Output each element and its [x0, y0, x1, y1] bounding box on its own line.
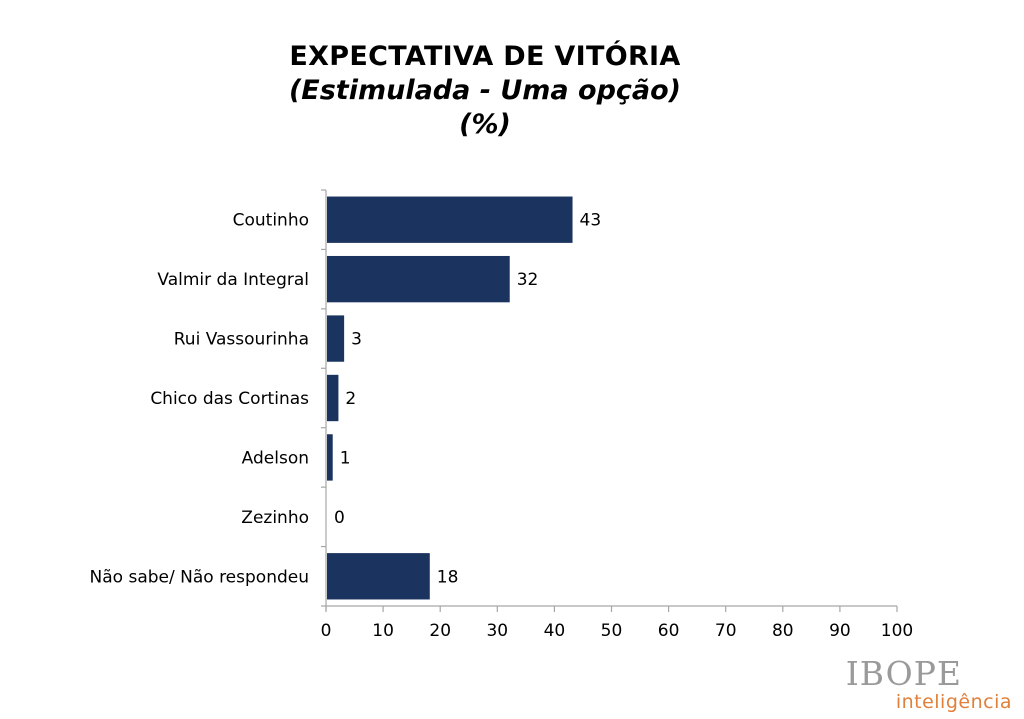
- chart-title: EXPECTATIVA DE VITÓRIA: [289, 41, 681, 72]
- category-label: Coutinho: [233, 211, 309, 231]
- bar: [327, 374, 339, 422]
- bar: [327, 196, 573, 243]
- category-label: Não sabe/ Não respondeu: [90, 567, 309, 587]
- bar: [327, 255, 510, 303]
- chart-subtitle-2: (%): [459, 109, 511, 140]
- data-label: 43: [580, 211, 602, 231]
- category-label: Chico das Cortinas: [150, 389, 309, 409]
- chart-subtitle-1: (Estimulada - Uma opção): [288, 75, 682, 106]
- logo-main-text: IBOPE: [845, 654, 962, 693]
- x-tick-label: 70: [715, 621, 737, 641]
- category-label: Rui Vassourinha: [174, 330, 309, 350]
- logo-sub-text: inteligência: [895, 691, 1012, 713]
- x-tick-label: 90: [829, 621, 851, 641]
- x-tick-label: 10: [372, 621, 394, 641]
- x-tick-label: 80: [772, 621, 794, 641]
- data-label: 1: [340, 448, 351, 468]
- bar: [327, 434, 333, 481]
- category-label: Adelson: [242, 448, 309, 468]
- data-label: 32: [517, 270, 539, 290]
- bar: [327, 553, 430, 600]
- x-tick-label: 100: [881, 621, 913, 641]
- data-label: 18: [437, 567, 459, 587]
- data-label: 3: [351, 330, 362, 350]
- data-label: 0: [334, 508, 345, 528]
- x-tick-label: 50: [601, 621, 623, 641]
- bar: [327, 315, 345, 362]
- x-tick-label: 60: [658, 621, 680, 641]
- x-tick-label: 40: [544, 621, 566, 641]
- x-tick-label: 0: [321, 621, 332, 641]
- chart-title-block: EXPECTATIVA DE VITÓRIA (Estimulada - Uma…: [0, 40, 970, 142]
- ibope-logo: IBOPE inteligência: [842, 654, 1012, 714]
- category-label: Zezinho: [241, 508, 309, 528]
- x-tick-label: 20: [429, 621, 451, 641]
- data-label: 2: [345, 389, 356, 409]
- category-label: Valmir da Integral: [157, 270, 309, 290]
- x-tick-label: 30: [486, 621, 508, 641]
